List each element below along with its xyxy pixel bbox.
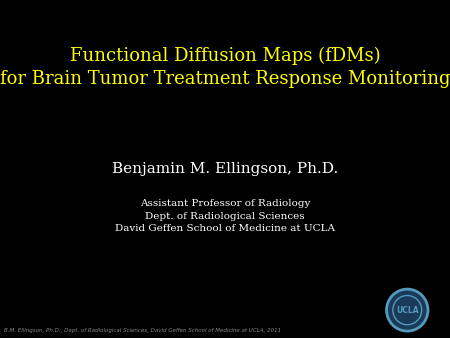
Text: Assistant Professor of Radiology
Dept. of Radiological Sciences
David Geffen Sch: Assistant Professor of Radiology Dept. o… bbox=[115, 199, 335, 233]
Circle shape bbox=[387, 289, 428, 331]
Text: UCLA: UCLA bbox=[396, 306, 418, 315]
Text: B.M. Ellingson, Ph.D., Dept. of Radiological Sciences, David Geffen School of Me: B.M. Ellingson, Ph.D., Dept. of Radiolog… bbox=[4, 328, 282, 333]
Text: Benjamin M. Ellingson, Ph.D.: Benjamin M. Ellingson, Ph.D. bbox=[112, 162, 338, 176]
Text: Functional Diffusion Maps (fDMs)
for Brain Tumor Treatment Response Monitoring: Functional Diffusion Maps (fDMs) for Bra… bbox=[0, 47, 450, 88]
